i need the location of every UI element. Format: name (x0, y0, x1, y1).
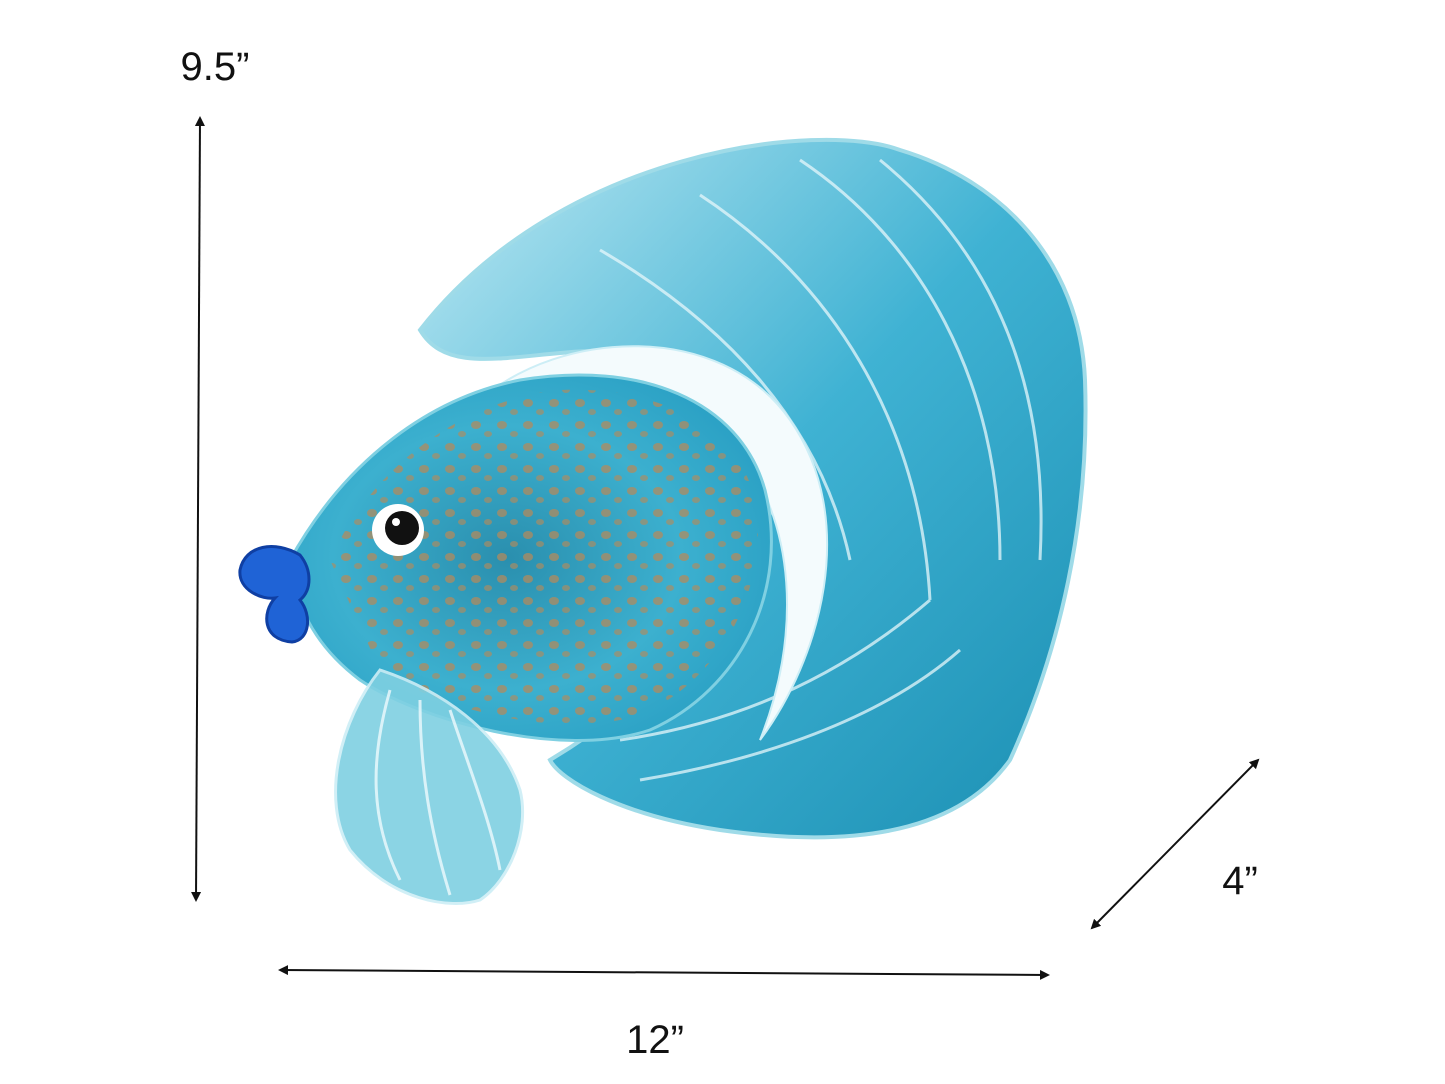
gold-flecks (330, 389, 758, 725)
width-arrow (278, 965, 1050, 980)
glass-fish (238, 137, 1088, 905)
pectoral-ridges (374, 689, 502, 896)
lips (238, 545, 311, 644)
depth-label: 4” (1222, 859, 1258, 903)
width-label: 12” (626, 1018, 684, 1062)
fin-ridges (599, 158, 1043, 782)
eye-pupil (385, 511, 419, 545)
height-label: 9.5” (181, 45, 250, 89)
depth-arrow (1090, 758, 1260, 930)
eye-highlight (392, 518, 400, 526)
height-arrow (191, 116, 205, 902)
